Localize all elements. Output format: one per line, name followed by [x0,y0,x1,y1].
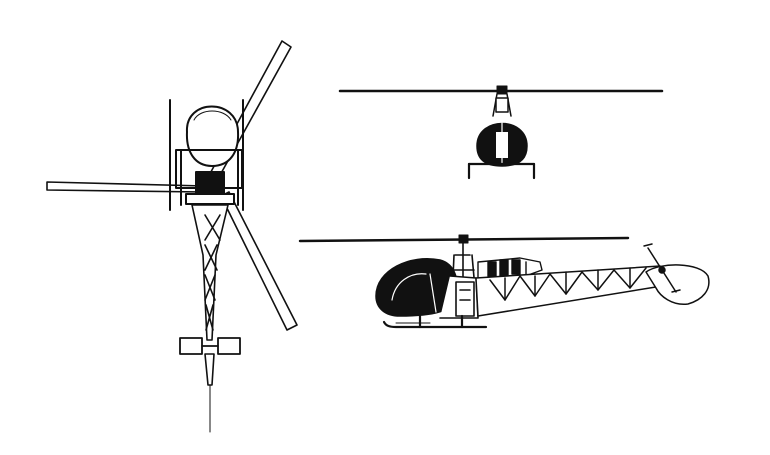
side-view-tail-boom [475,265,663,317]
side-view [298,234,710,329]
top-view-tail [204,353,215,386]
top-view-rotor [46,40,298,331]
side-view-tail-rotor [643,243,681,293]
top-view [46,40,298,433]
front-view-landing-gear [467,162,536,180]
side-view-engine [477,257,543,279]
side-view-tail-fin [645,264,710,305]
side-view-landing-gear [382,314,488,329]
top-view-cabin-frame [169,99,244,211]
rotor-blade-lower-right [220,191,298,331]
top-view-canopy [185,105,240,167]
front-view [338,85,664,180]
top-view-stabilizers [179,337,241,355]
top-view-tail-boom [191,204,229,341]
